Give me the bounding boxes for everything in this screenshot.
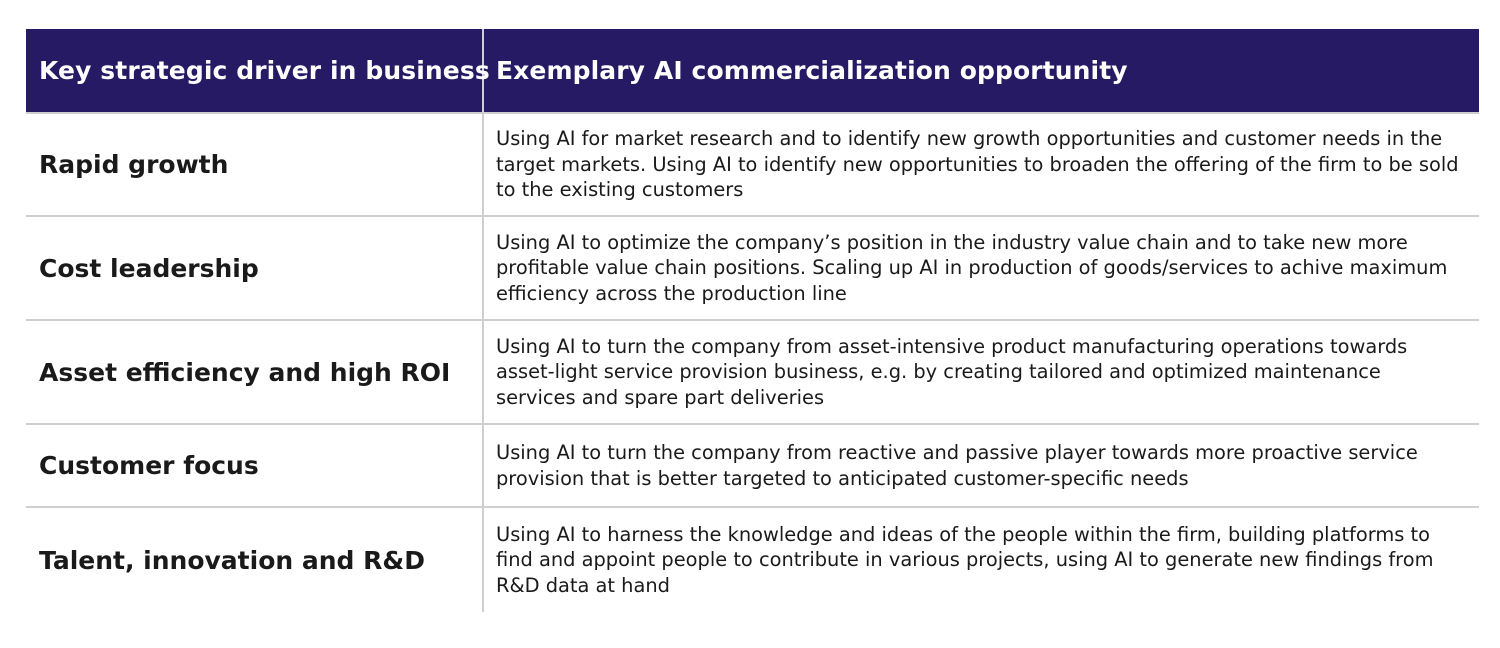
table-row: Asset efficiency and high ROI Using AI t… [26,321,1479,425]
table-row: Rapid growth Using AI for market researc… [26,112,1479,217]
driver-cell: Customer focus [26,425,484,506]
header-opportunity: Exemplary AI commercialization opportuni… [496,56,1128,85]
table-row: Customer focus Using AI to turn the comp… [26,425,1479,508]
driver-cell: Rapid growth [26,114,484,215]
header-driver: Key strategic driver in business [26,29,490,112]
strategy-table: Key strategic driver in business Exempla… [26,29,1479,612]
table-row: Talent, innovation and R&D Using AI to h… [26,508,1479,612]
opportunity-cell: Using AI to turn the company from reacti… [496,441,1418,490]
opportunity-cell: Using AI for market research and to iden… [496,127,1459,202]
table-header: Key strategic driver in business Exempla… [26,29,1479,112]
driver-cell: Cost leadership [26,217,484,319]
driver-cell: Asset efficiency and high ROI [26,321,484,423]
table-row: Cost leadership Using AI to optimize the… [26,217,1479,321]
opportunity-cell: Using AI to harness the knowledge and id… [496,522,1434,597]
driver-cell: Talent, innovation and R&D [26,508,484,612]
opportunity-cell: Using AI to optimize the company’s posit… [496,230,1448,305]
opportunity-cell: Using AI to turn the company from asset-… [496,334,1408,409]
